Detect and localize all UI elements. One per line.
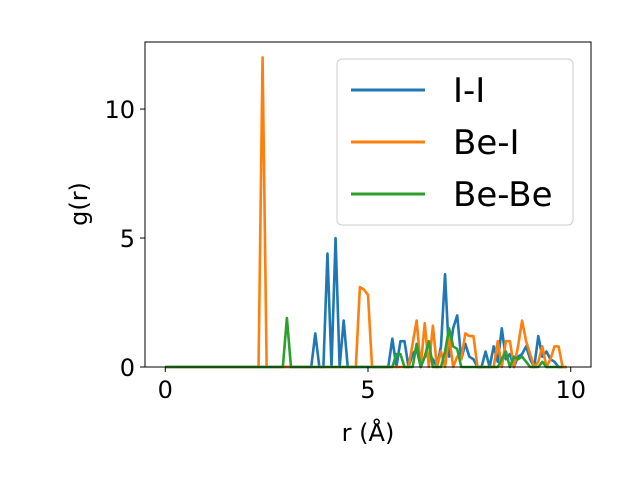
y-tick-label: 5 <box>120 225 135 253</box>
legend-label-i-i: I-I <box>453 71 485 111</box>
legend-label-be-i: Be-I <box>453 123 520 163</box>
legend-box <box>336 58 574 226</box>
y-tick-label: 10 <box>104 96 135 124</box>
y-tick-label: 0 <box>120 354 135 382</box>
y-axis-label: g(r) <box>65 182 93 226</box>
series-line-be-i <box>165 56 567 369</box>
legend: I-I Be-I Be-Be <box>336 58 574 226</box>
x-tick-label: 0 <box>158 376 173 404</box>
x-tick-label: 5 <box>360 376 375 404</box>
legend-label-be-be: Be-Be <box>453 175 553 215</box>
ticks-layer: 0 5 10 0 5 10 <box>104 96 586 404</box>
x-tick-label: 10 <box>555 376 586 404</box>
series-line-i-i <box>165 236 567 369</box>
x-axis-label: r (Å) <box>342 418 395 447</box>
